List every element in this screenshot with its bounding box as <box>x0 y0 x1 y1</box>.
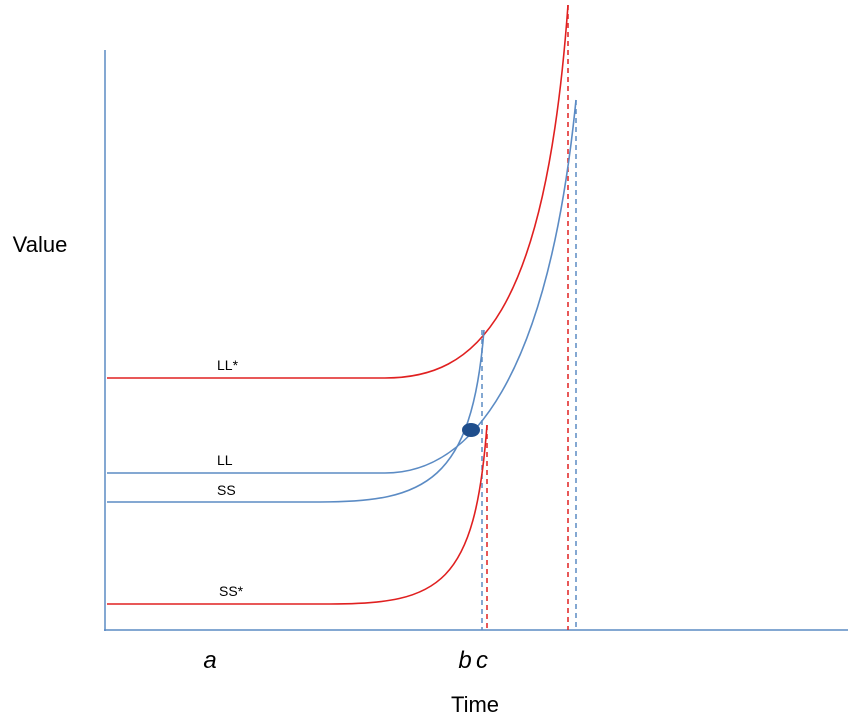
ll-star-curve <box>107 4 569 379</box>
curve-label: LL <box>217 452 233 468</box>
curve-label: LL* <box>217 357 239 373</box>
time-point-label: c <box>476 647 488 674</box>
reversal-point <box>462 423 480 437</box>
curve-label: SS <box>217 482 236 498</box>
curve-label: SS* <box>219 583 244 599</box>
time-point-label: b <box>458 647 471 674</box>
x-axis-title: Time <box>451 692 499 716</box>
ss-star-curve <box>107 424 488 605</box>
ll-curve <box>107 99 577 474</box>
ss-curve <box>107 329 485 503</box>
y-axis-title: Value <box>13 232 68 257</box>
time-point-label: a <box>203 647 216 674</box>
